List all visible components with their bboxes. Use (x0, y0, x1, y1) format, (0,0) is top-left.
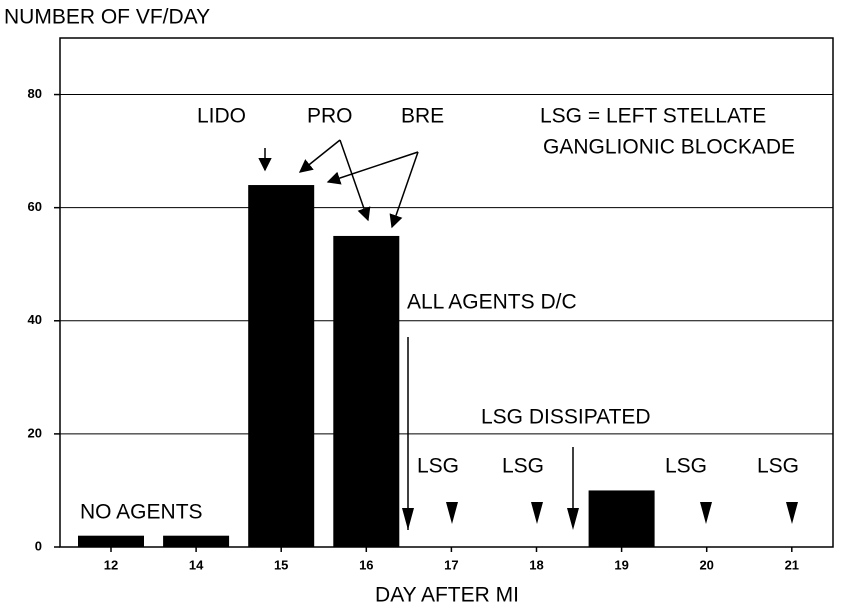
annotation: LIDO (197, 105, 246, 128)
x-tick-label: 17 (444, 557, 458, 572)
annotation: LSG (757, 455, 799, 478)
y-tick-label: 0 (35, 538, 42, 553)
arrowhead (567, 508, 579, 530)
arrowhead (786, 502, 798, 524)
x-tick-label: 16 (359, 557, 373, 572)
arrowheads (402, 502, 798, 530)
annotation: LSG = LEFT STELLATE (540, 105, 766, 128)
annotation: LSG (665, 455, 707, 478)
y-axis-title: NUMBER OF VF/DAY (4, 6, 210, 29)
bar (588, 490, 655, 547)
x-tick-label: 19 (614, 557, 628, 572)
annotation: NO AGENTS (80, 501, 203, 524)
annotation: LSG (502, 455, 544, 478)
annotation: LSG DISSIPATED (481, 406, 651, 429)
y-tick-label: 20 (28, 425, 42, 440)
annotation: BRE (401, 105, 444, 128)
y-tick-label: 40 (28, 312, 42, 327)
x-tick-label: 21 (785, 557, 799, 572)
bar (78, 535, 144, 547)
arrowhead (700, 502, 712, 524)
x-axis-title: DAY AFTER MI (375, 584, 519, 607)
arrowhead (446, 502, 458, 524)
arrow (298, 139, 341, 173)
arrowhead (531, 502, 543, 524)
x-tick-label: 12 (104, 557, 118, 572)
arrow (339, 139, 371, 222)
annotation: GANGLIONIC BLOCKADE (543, 136, 795, 159)
bar (333, 235, 400, 547)
annotation: LSG (417, 455, 459, 478)
x-tick-label: 15 (274, 557, 288, 572)
arrow (389, 151, 419, 229)
y-tick-label: 80 (28, 86, 42, 101)
x-tick-label: 14 (189, 557, 204, 572)
annotation: ALL AGENTS D/C (407, 291, 577, 314)
annotation: PRO (307, 105, 353, 128)
x-tick-label: 18 (529, 557, 543, 572)
bar (163, 535, 230, 547)
x-tick-label: 20 (699, 557, 713, 572)
arrow (326, 151, 419, 185)
bar (248, 185, 315, 548)
y-tick-label: 60 (28, 199, 42, 214)
arrowhead (402, 508, 414, 530)
plot-frame (59, 37, 834, 548)
